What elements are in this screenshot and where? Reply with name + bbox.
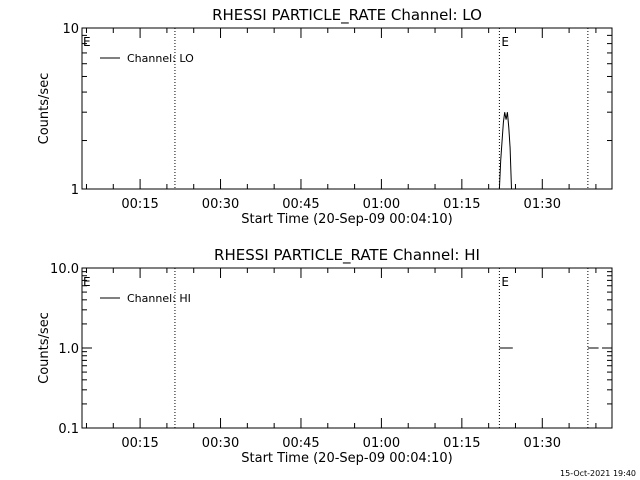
y-tick-label: 1	[71, 183, 79, 198]
y-axis-label-hi: Counts/sec	[37, 312, 52, 384]
x-tick-label: 01:00	[363, 436, 400, 451]
legend-label-lo: Channel: LO	[127, 52, 194, 65]
x-axis-label-hi: Start Time (20-Sep-09 00:04:10)	[241, 451, 452, 466]
x-tick-label: 01:30	[524, 197, 561, 212]
generation-timestamp: 15-Oct-2021 19:40	[560, 469, 636, 478]
y-tick-label: 1.0	[58, 342, 79, 357]
x-axis-label-lo: Start Time (20-Sep-09 00:04:10)	[241, 212, 452, 227]
start-marker-label: E	[83, 275, 91, 289]
x-tick-label: 01:15	[443, 436, 480, 451]
x-tick-label: 01:30	[524, 436, 561, 451]
chart-title-lo: RHESSI PARTICLE_RATE Channel: LO	[212, 6, 482, 25]
y-tick-label: 10	[62, 22, 79, 37]
time-marker-label: E	[501, 35, 509, 49]
x-tick-label: 01:15	[443, 197, 480, 212]
x-tick-label: 00:15	[121, 197, 158, 212]
y-tick-label: 10.0	[50, 262, 79, 277]
x-tick-label: 01:00	[363, 197, 400, 212]
chart-title-hi: RHESSI PARTICLE_RATE Channel: HI	[214, 246, 480, 265]
y-tick-label: 0.1	[58, 422, 79, 437]
plot-frame-lo	[81, 27, 613, 190]
series-line-lo	[498, 112, 512, 190]
x-tick-label: 00:45	[282, 436, 319, 451]
legend-label-hi: Channel: HI	[127, 292, 191, 305]
x-tick-label: 00:15	[121, 436, 158, 451]
time-marker-label: E	[501, 275, 509, 289]
start-marker-label: E	[83, 35, 91, 49]
x-tick-label: 00:30	[202, 197, 239, 212]
x-tick-label: 00:45	[282, 197, 319, 212]
x-tick-label: 00:30	[202, 436, 239, 451]
y-axis-label-lo: Counts/sec	[37, 73, 52, 145]
